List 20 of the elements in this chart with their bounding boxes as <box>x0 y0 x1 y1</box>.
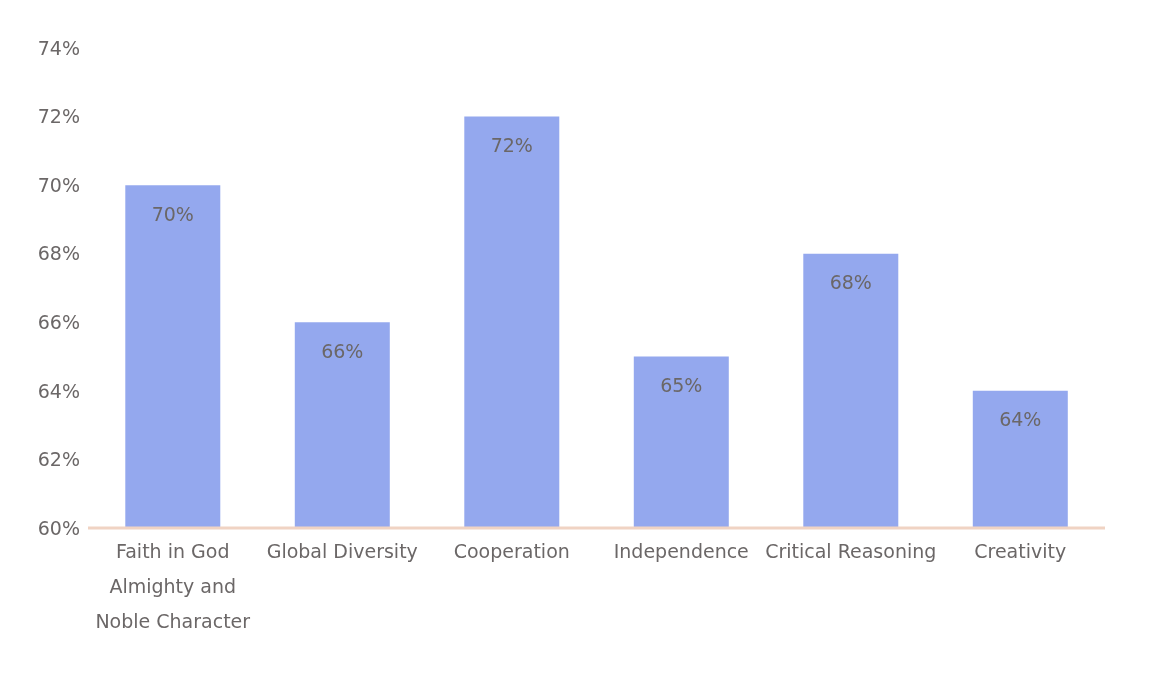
y-tick-label: 62% <box>37 448 80 471</box>
data-label: 70% <box>151 202 194 225</box>
data-label: 66% <box>321 339 364 362</box>
data-label: 64% <box>999 408 1042 431</box>
x-tick-label: Creativity <box>974 540 1067 562</box>
x-tick-label: Critical Reasoning <box>765 540 937 562</box>
y-tick-label: 70% <box>37 173 80 196</box>
y-tick-label: 74% <box>37 36 80 59</box>
y-tick-label: 66% <box>37 311 80 334</box>
y-tick-label: 68% <box>37 242 80 265</box>
data-label: 68% <box>829 271 872 294</box>
data-label: 65% <box>660 374 703 397</box>
x-tick-label: Global Diversity <box>266 540 418 562</box>
x-tick-label: Cooperation <box>453 540 570 562</box>
x-tick-label: Independence <box>613 540 749 562</box>
y-tick-label: 60% <box>37 516 80 539</box>
y-tick-label: 72% <box>37 105 80 128</box>
y-tick-label: 64% <box>37 379 80 402</box>
x-tick-label: Faith in God Almighty and Noble Character <box>95 540 251 632</box>
data-label: 72% <box>490 134 533 157</box>
